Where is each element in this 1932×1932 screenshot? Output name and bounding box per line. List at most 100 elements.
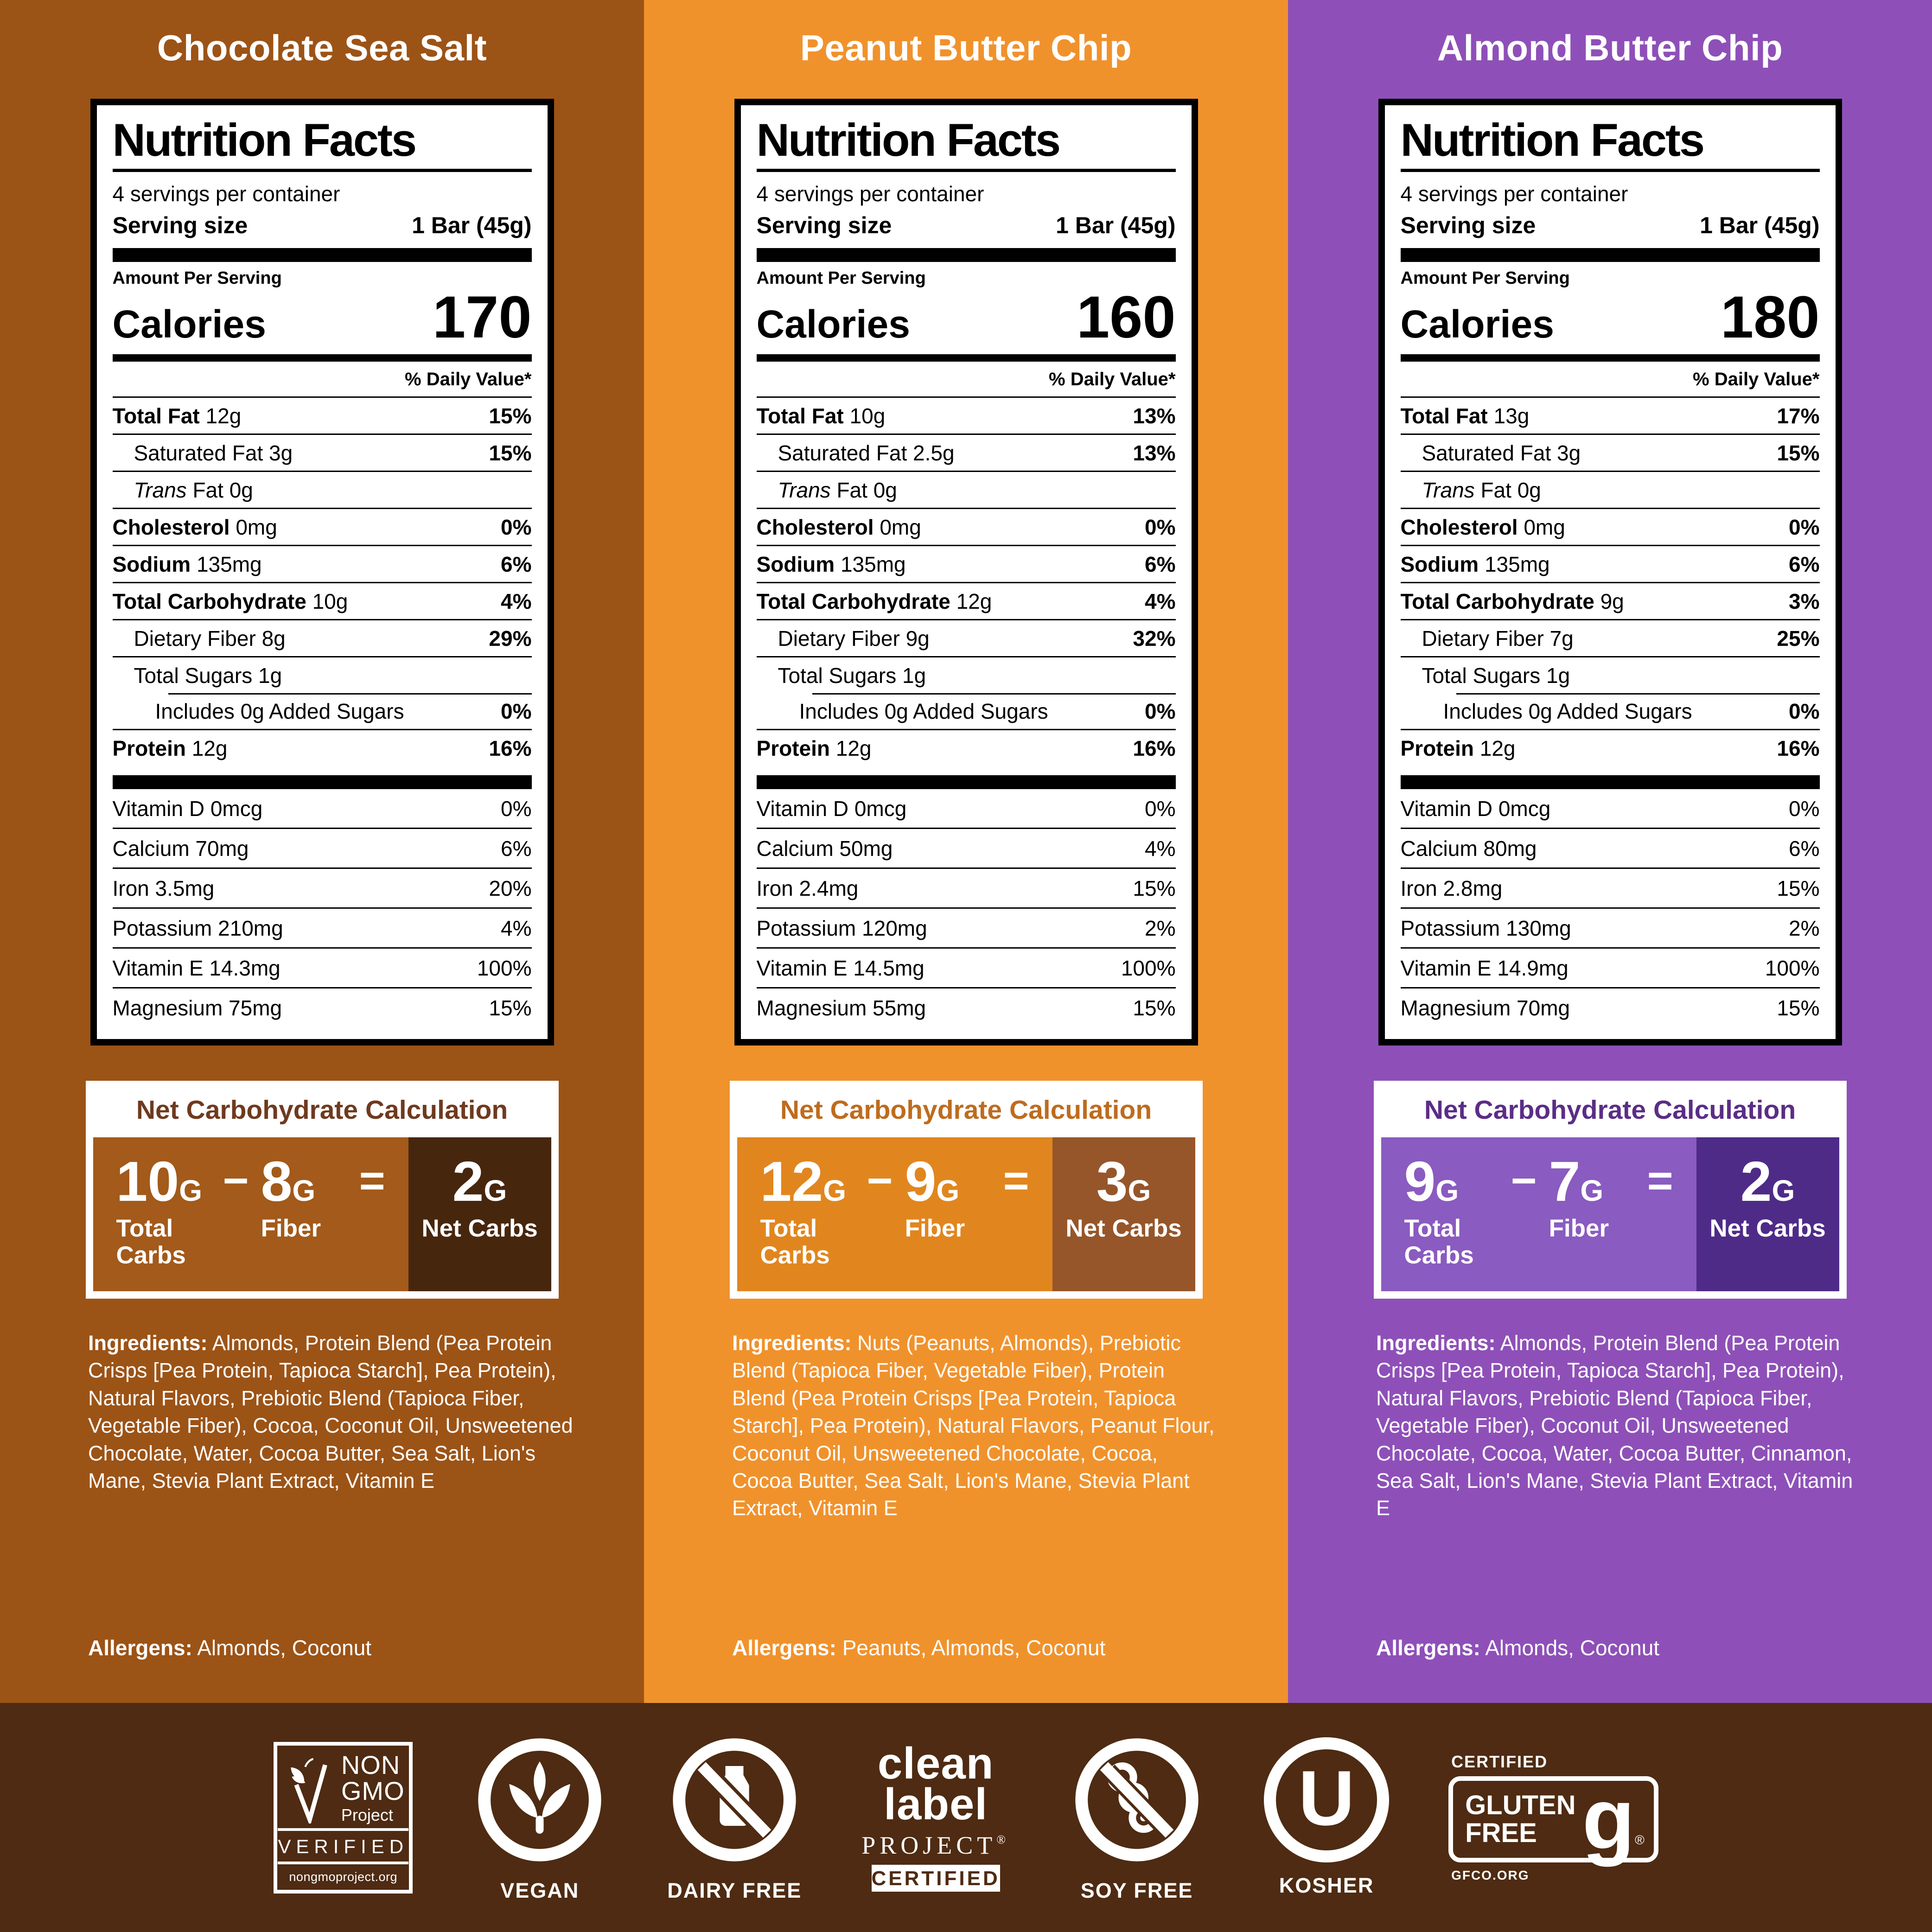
- allergens-label: Allergens:: [732, 1636, 836, 1660]
- nutrient-rows: Total Fat 12g 15% Saturated Fat 3g 15% Trans…: [112, 396, 532, 766]
- daily-value: 15%: [489, 403, 532, 428]
- allergens-text: Peanuts, Almonds, Coconut: [842, 1636, 1106, 1660]
- net-carb-header: Net Carbohydrate Calculation: [1381, 1088, 1839, 1137]
- fiber-value: 9G: [905, 1153, 1003, 1210]
- net-carbs-number: 2: [1740, 1149, 1772, 1213]
- nutrient-name: Saturated Fat 3g: [1422, 440, 1581, 465]
- nutrient-row: Includes 0g Added Sugars 0%: [1401, 693, 1820, 729]
- serving-size-row: Serving size 1 Bar (45g): [113, 212, 532, 239]
- equals-sign: =: [359, 1155, 385, 1205]
- net-carbs-label: Net Carbs: [421, 1214, 538, 1242]
- allergens-label: Allergens:: [1376, 1636, 1480, 1660]
- clean-label-certified-chip: CERTIFIED: [871, 1864, 1000, 1892]
- flavor-title: Almond Butter Chip: [1437, 27, 1783, 68]
- nutrient-row: Protein 12g 16%: [756, 728, 1176, 766]
- daily-value: 15%: [1777, 995, 1820, 1020]
- daily-value: 4%: [1145, 836, 1176, 861]
- daily-value: 6%: [501, 836, 532, 861]
- divider: [1400, 168, 1820, 172]
- net-carbs-label: Net Carbs: [1709, 1214, 1826, 1242]
- net-carb-header: Net Carbohydrate Calculation: [93, 1088, 551, 1137]
- nutrient-name: Cholesterol 0mg: [112, 515, 277, 539]
- daily-value-header: % Daily Value*: [405, 369, 532, 389]
- serving-size-value: 1 Bar (45g): [1056, 212, 1176, 238]
- calories-value: 170: [432, 284, 532, 351]
- calories-row: Calories 170: [112, 284, 532, 351]
- nutrient-row: Vitamin E 14.9mg 100%: [1400, 947, 1820, 987]
- registered-mark: ®: [1635, 1832, 1645, 1847]
- divider-medium: [1400, 354, 1820, 362]
- nutrient-row: Includes 0g Added Sugars 0%: [757, 693, 1176, 729]
- total-carbs-value: 10G: [116, 1153, 223, 1210]
- clean-label-word3: PROJECT: [861, 1831, 997, 1860]
- nutrient-name: Includes 0g Added Sugars: [155, 699, 404, 723]
- nutrition-facts-title: Nutrition Facts: [1400, 114, 1705, 166]
- daily-value: 17%: [1777, 403, 1820, 428]
- flavor-column: Chocolate Sea Salt Nutrition Facts 4 ser…: [0, 0, 644, 1703]
- divider-thick: [112, 775, 532, 789]
- gluten-free-wordmark: GLUTEN FREE: [1465, 1791, 1575, 1848]
- daily-value: 0%: [1789, 796, 1820, 821]
- net-carbs-result: 2G Net Carbs: [1696, 1137, 1839, 1291]
- unit-g: G: [1772, 1173, 1795, 1207]
- calories-label: Calories: [1400, 302, 1555, 346]
- nutrient-row: Calcium 50mg 4%: [756, 827, 1176, 867]
- daily-value: 0%: [1145, 699, 1176, 723]
- nutrient-rows: Total Fat 10g 13% Saturated Fat 2.5g 13% Tra…: [756, 396, 1176, 766]
- net-carbs-value: 3G: [1097, 1153, 1151, 1210]
- daily-value: 0%: [1145, 796, 1176, 821]
- fiber-number: 9: [905, 1149, 937, 1213]
- net-carbs-label: Net Carbs: [1065, 1214, 1182, 1242]
- gfco-g-icon: g: [1582, 1771, 1635, 1868]
- daily-value: 100%: [1765, 956, 1820, 980]
- columns: Chocolate Sea Salt Nutrition Facts 4 ser…: [0, 0, 1932, 1703]
- nutrient-name: Vitamin D 0mcg: [756, 796, 907, 821]
- calories-row: Calories 180: [1400, 288, 1820, 347]
- nutrient-row: Cholesterol 0mg 0%: [756, 507, 1176, 545]
- non-gmo-verified: VERIFIED: [278, 1828, 409, 1864]
- fiber-label: Fiber: [1549, 1214, 1609, 1242]
- ingredients: Ingredients: Nuts (Peanuts, Almonds), Pr…: [732, 1329, 1223, 1522]
- daily-value: 16%: [1133, 736, 1176, 760]
- non-gmo-top: NON GMO Project: [282, 1752, 405, 1828]
- nutrient-name: Saturated Fat 2.5g: [778, 440, 955, 465]
- daily-value: 20%: [489, 876, 532, 900]
- calories-label: Calories: [112, 302, 267, 346]
- divider-thick: [756, 248, 1176, 262]
- non-gmo-url: nongmoproject.org: [289, 1869, 398, 1884]
- kosher-label: KOSHER: [1279, 1874, 1374, 1897]
- daily-value: 6%: [501, 552, 532, 576]
- nutrient-name: Sodium 135mg: [1400, 552, 1550, 576]
- nutrient-row: Magnesium 55mg 15%: [756, 987, 1176, 1027]
- nutrient-row: Saturated Fat 2.5g 13%: [756, 433, 1176, 471]
- daily-value: 0%: [501, 515, 532, 539]
- fiber-label: Fiber: [261, 1214, 321, 1242]
- nutrient-name: Calcium 70mg: [112, 836, 249, 861]
- clean-label-project: PROJECT®: [861, 1831, 1010, 1860]
- divider-thick: [756, 775, 1176, 789]
- daily-value: 15%: [1133, 995, 1176, 1020]
- nutrient-name: Saturated Fat 3g: [134, 440, 293, 465]
- clean-label-word1: clean: [877, 1738, 994, 1788]
- daily-value: 6%: [1789, 552, 1820, 576]
- servings-per-container: 4 servings per container: [112, 181, 340, 206]
- allergens: Allergens: Almonds, Coconut: [1376, 1617, 1867, 1660]
- nutrient-row: Iron 2.4mg 15%: [756, 867, 1176, 907]
- daily-value: 13%: [1133, 440, 1176, 465]
- nutrient-row: Total Sugars 1g: [1400, 656, 1820, 693]
- servings-per-container: 4 servings per container: [756, 181, 984, 206]
- serving-size-value: 1 Bar (45g): [412, 212, 532, 238]
- total-carbs-value: 9G: [1404, 1153, 1511, 1210]
- nutrient-row: Total Carbohydrate 9g 3%: [1400, 581, 1820, 619]
- unit-g: G: [292, 1173, 316, 1207]
- nutrient-name: Total Sugars 1g: [778, 663, 926, 688]
- nutrient-name: Potassium 120mg: [756, 916, 927, 940]
- nutrient-rows: Total Fat 13g 17% Saturated Fat 3g 15% Trans…: [1400, 396, 1820, 766]
- nutrient-name: Vitamin E 14.9mg: [1400, 956, 1569, 980]
- kosher-ou-icon: U: [1264, 1737, 1390, 1862]
- fiber-number: 8: [261, 1149, 293, 1213]
- serving-size-value: 1 Bar (45g): [1700, 212, 1820, 238]
- daily-value-header: % Daily Value*: [1693, 369, 1820, 389]
- minus-sign: −: [223, 1155, 249, 1205]
